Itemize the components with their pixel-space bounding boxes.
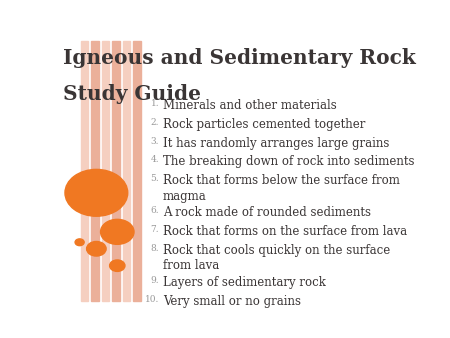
Text: 9.: 9. <box>150 276 159 285</box>
Text: Rock that forms below the surface from
magma: Rock that forms below the surface from m… <box>162 174 400 202</box>
Text: Rock that forms on the surface from lava: Rock that forms on the surface from lava <box>162 225 407 238</box>
Bar <box>91 41 99 301</box>
Text: 4.: 4. <box>150 155 159 164</box>
Text: The breaking down of rock into sediments: The breaking down of rock into sediments <box>162 155 414 168</box>
Text: Layers of sedimentary rock: Layers of sedimentary rock <box>162 276 325 289</box>
Text: 7.: 7. <box>150 225 159 234</box>
Circle shape <box>100 219 134 244</box>
Text: Minerals and other materials: Minerals and other materials <box>162 99 336 112</box>
Text: A rock made of rounded sediments: A rock made of rounded sediments <box>162 206 371 219</box>
Bar <box>112 41 120 301</box>
Text: 2.: 2. <box>151 118 159 127</box>
Text: Study Guide: Study Guide <box>63 83 201 103</box>
Text: 8.: 8. <box>150 244 159 253</box>
Bar <box>122 41 130 301</box>
Text: Rock particles cemented together: Rock particles cemented together <box>162 118 365 131</box>
Text: It has randomly arranges large grains: It has randomly arranges large grains <box>162 137 389 150</box>
Bar <box>102 41 109 301</box>
Circle shape <box>86 241 106 256</box>
Bar <box>81 41 88 301</box>
Text: 5.: 5. <box>150 174 159 183</box>
Text: 3.: 3. <box>151 137 159 146</box>
Text: Igneous and Sedimentary Rock: Igneous and Sedimentary Rock <box>63 48 416 68</box>
Circle shape <box>65 169 128 216</box>
Bar <box>133 41 141 301</box>
Circle shape <box>75 239 84 246</box>
Text: Rock that cools quickly on the surface
from lava: Rock that cools quickly on the surface f… <box>162 244 390 272</box>
Circle shape <box>110 260 125 271</box>
Text: Very small or no grains: Very small or no grains <box>162 295 301 308</box>
Text: 6.: 6. <box>150 206 159 215</box>
Text: 10.: 10. <box>145 295 159 304</box>
Text: 1.: 1. <box>150 99 159 108</box>
